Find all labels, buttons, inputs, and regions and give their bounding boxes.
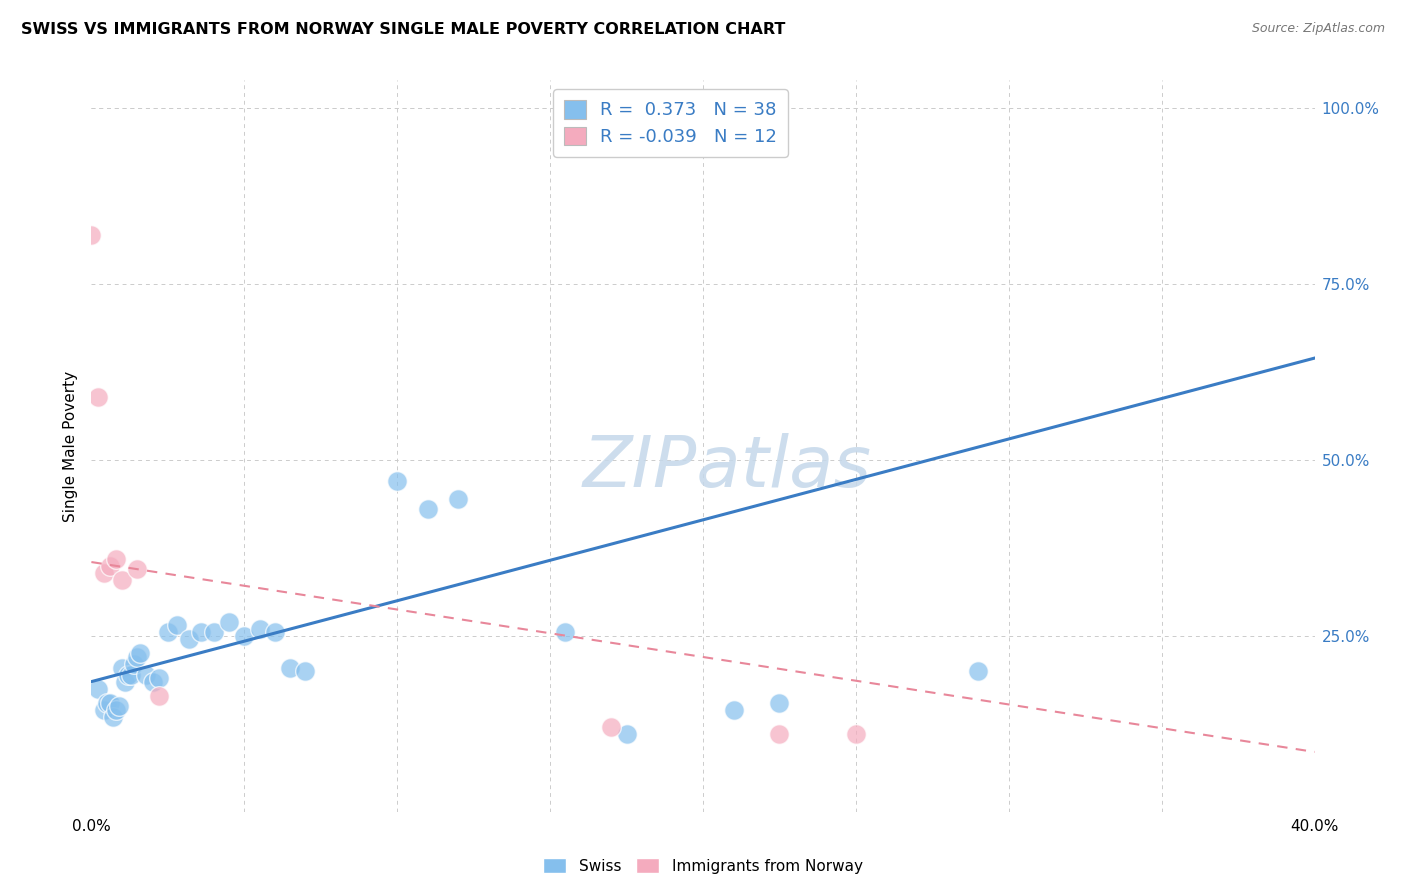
Text: ZIPatlas: ZIPatlas (583, 434, 872, 502)
Point (135, 667, 157, 681)
Text: Source: ZipAtlas.com: Source: ZipAtlas.com (1251, 22, 1385, 36)
Point (294, 664, 316, 678)
Point (86, 390, 108, 404)
Point (127, 562, 149, 576)
Point (616, 727, 638, 741)
Point (166, 618, 188, 632)
Point (190, 625, 212, 640)
Point (104, 703, 127, 717)
Point (148, 689, 170, 703)
Legend: R =  0.373   N = 38, R = -0.039   N = 12: R = 0.373 N = 38, R = -0.039 N = 12 (553, 89, 787, 157)
Point (86, 681, 108, 696)
Point (845, 727, 868, 741)
Point (264, 625, 287, 640)
Point (98, 558, 121, 573)
Point (179, 632, 201, 647)
Point (114, 674, 136, 689)
Point (278, 660, 301, 674)
Point (117, 667, 139, 681)
Point (98, 696, 121, 710)
Point (111, 573, 134, 587)
Point (554, 625, 576, 640)
Point (233, 629, 256, 643)
Point (249, 622, 271, 636)
Point (101, 710, 124, 724)
Point (385, 474, 409, 488)
Point (768, 727, 790, 741)
Y-axis label: Single Male Poverty: Single Male Poverty (63, 370, 79, 522)
Point (96, 696, 118, 710)
Point (600, 720, 623, 734)
Point (120, 667, 142, 681)
Point (104, 551, 127, 566)
Point (93, 566, 115, 580)
Text: SWISS VS IMMIGRANTS FROM NORWAY SINGLE MALE POVERTY CORRELATION CHART: SWISS VS IMMIGRANTS FROM NORWAY SINGLE M… (21, 22, 786, 37)
Point (218, 615, 240, 629)
Point (148, 671, 170, 685)
Point (416, 502, 439, 516)
Point (202, 625, 225, 640)
Point (967, 664, 990, 678)
Point (108, 699, 131, 714)
Point (111, 660, 134, 674)
Point (447, 491, 470, 506)
Point (127, 650, 149, 665)
Point (93, 703, 115, 717)
Point (723, 703, 745, 717)
Point (141, 674, 163, 689)
Point (122, 657, 145, 671)
Point (156, 625, 179, 640)
Legend: Swiss, Immigrants from Norway: Swiss, Immigrants from Norway (537, 852, 869, 880)
Point (129, 647, 152, 661)
Point (768, 696, 790, 710)
Point (80, 227, 103, 242)
